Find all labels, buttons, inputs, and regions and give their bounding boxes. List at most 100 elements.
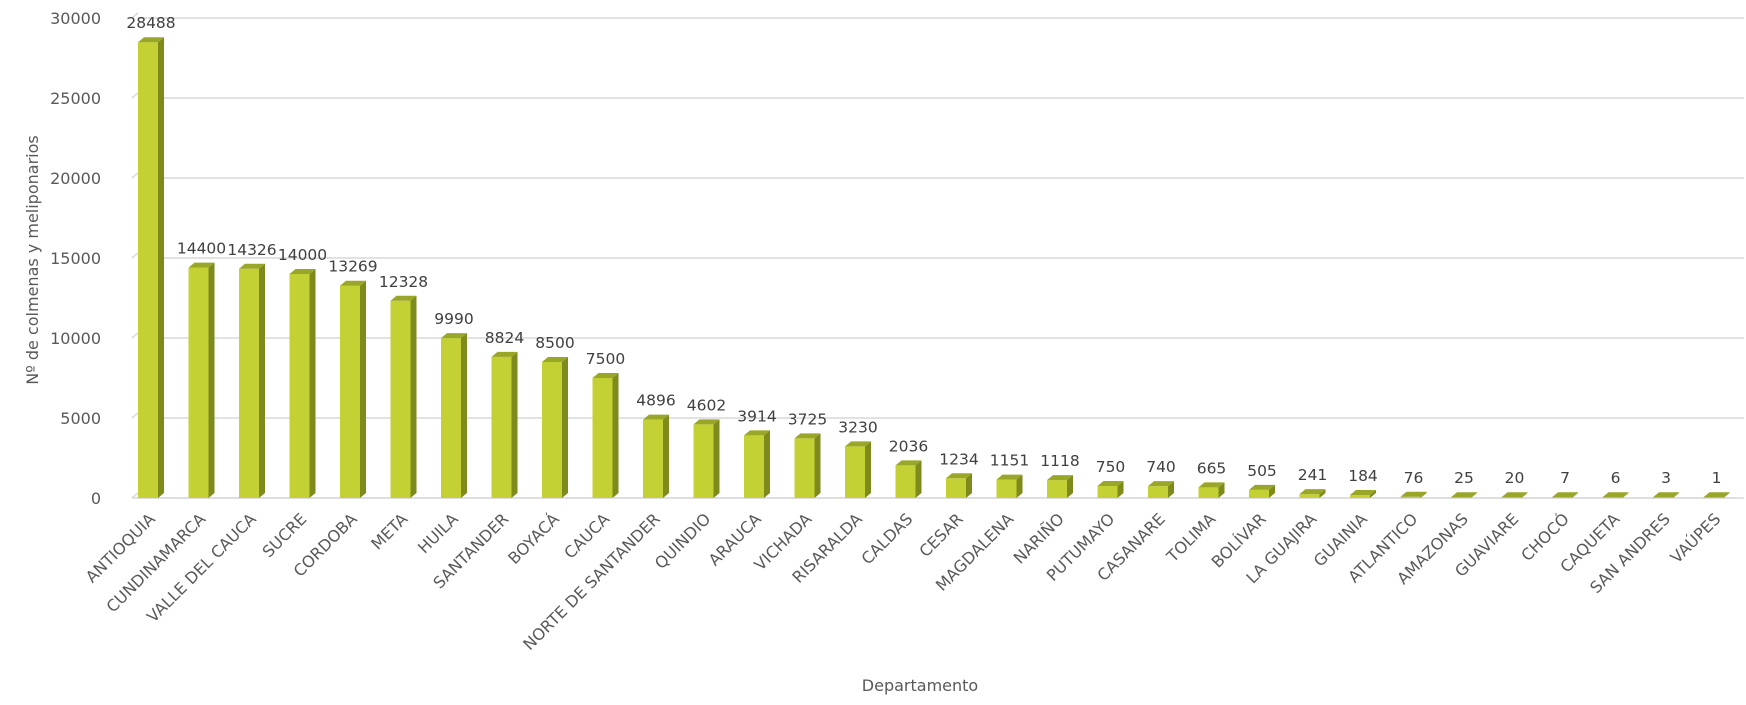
bar [390, 295, 417, 498]
bar [1249, 484, 1275, 498]
bar [239, 263, 265, 498]
bar-top [1350, 490, 1376, 496]
bar-top [895, 460, 922, 466]
bar-top [946, 473, 972, 479]
bar-side [915, 460, 922, 498]
bar [1047, 475, 1073, 498]
bar-side [461, 333, 467, 498]
bar-front [1148, 486, 1168, 498]
data-label: 14000 [278, 246, 327, 264]
bar [138, 37, 164, 498]
bar [693, 419, 720, 498]
data-label: 4602 [687, 396, 726, 414]
bar-side [1168, 481, 1174, 498]
bar-side [1269, 484, 1275, 498]
bar [845, 441, 871, 498]
bar-front [1350, 495, 1370, 498]
y-axis-ticks: 0 5000 10000 15000 20000 25000 30000 [50, 9, 101, 508]
bar-front [188, 267, 209, 498]
bar-front [289, 274, 310, 498]
data-label: 184 [1348, 467, 1378, 485]
bar-side [158, 37, 164, 498]
bar-front [239, 268, 259, 498]
data-label: 14326 [227, 241, 276, 259]
gridline-depth [131, 92, 139, 99]
data-label: 1151 [990, 452, 1029, 470]
bar-side [562, 357, 568, 498]
bar-top [845, 441, 871, 447]
bar-front [996, 479, 1017, 498]
data-label: 1234 [939, 450, 978, 468]
bars [138, 37, 1730, 498]
bar-top [188, 262, 215, 268]
bar-front [390, 300, 411, 498]
bar [1350, 490, 1376, 498]
bar-side [1673, 492, 1679, 498]
y-tick-label: 5000 [60, 409, 101, 428]
data-label: 1118 [1040, 452, 1079, 470]
bar [1400, 491, 1427, 498]
data-label: 750 [1096, 458, 1126, 476]
bar-front [794, 438, 815, 498]
bar-top [1047, 475, 1073, 481]
bar [1451, 492, 1477, 498]
data-label: 8500 [535, 334, 574, 352]
data-label: 665 [1197, 459, 1227, 477]
data-label: 1 [1712, 469, 1722, 487]
bar-side [764, 430, 770, 498]
bar-side [1521, 492, 1528, 498]
bar-top [1148, 481, 1174, 487]
bar-side [1319, 489, 1326, 498]
x-tick-label: CALDAS [858, 509, 917, 568]
data-label: 7500 [586, 350, 625, 368]
bar-top [1451, 492, 1477, 498]
bar [744, 430, 770, 498]
data-label: 6 [1611, 469, 1621, 487]
bar-side [309, 269, 316, 498]
bar-top [1299, 489, 1326, 495]
gridline-depth [131, 172, 139, 179]
bar [643, 414, 669, 498]
bar-front [1552, 497, 1572, 498]
bar [1148, 481, 1174, 498]
bar [1653, 492, 1679, 498]
bar [996, 474, 1023, 498]
bar [592, 373, 619, 498]
bar-side [966, 473, 972, 498]
bar-side [865, 441, 871, 498]
bar-side [713, 419, 720, 498]
bar-side [1067, 475, 1073, 498]
bar [1501, 492, 1528, 498]
data-label: 4896 [636, 392, 675, 410]
gridline-depth [131, 492, 139, 499]
bar-front [1501, 497, 1522, 498]
bar-front [1047, 480, 1067, 498]
bar-top [441, 333, 467, 339]
data-label: 20 [1505, 469, 1525, 487]
bar-side [814, 433, 821, 498]
bar-side [663, 414, 669, 498]
data-label: 14400 [177, 240, 226, 258]
bar-top [340, 280, 366, 286]
data-label: 3914 [737, 407, 776, 425]
x-tick-label: BOYACÁ [504, 509, 563, 568]
data-label: 9990 [434, 310, 473, 328]
y-tick-label: 10000 [50, 329, 101, 348]
bar [895, 460, 922, 498]
bar-front [1653, 497, 1673, 498]
bar-top [643, 414, 669, 420]
bar-front [542, 362, 562, 498]
data-label: 13269 [328, 258, 377, 276]
bar-top [542, 357, 568, 362]
bar-side [1218, 482, 1225, 498]
x-tick-label: VAÚPES [1667, 509, 1725, 567]
bar [946, 473, 972, 498]
y-tick-label: 30000 [50, 9, 101, 28]
bar [1602, 492, 1629, 498]
bar-front [643, 419, 663, 498]
bar-side [1016, 474, 1023, 498]
gridline-depth [131, 332, 139, 339]
bar-front [1299, 494, 1320, 498]
bar-front [340, 285, 360, 498]
